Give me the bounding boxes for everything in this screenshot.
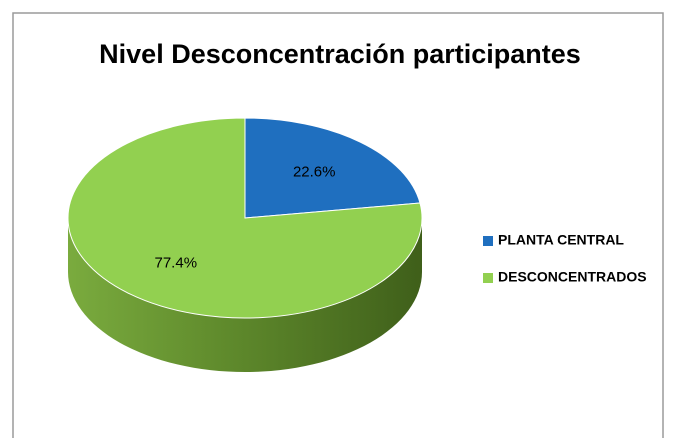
pie-side [68,218,422,372]
legend-swatch [483,273,493,283]
data-label: 22.6% [293,163,336,180]
data-label: 77.4% [155,254,198,271]
legend-label: PLANTA CENTRAL [498,232,624,248]
legend-label: DESCONCENTRADOS [498,269,647,285]
pie-slice [244,117,421,219]
chart-title: Nivel Desconcentración participantes [99,39,581,69]
legend-swatch [483,236,493,246]
pie-slice [67,117,423,319]
